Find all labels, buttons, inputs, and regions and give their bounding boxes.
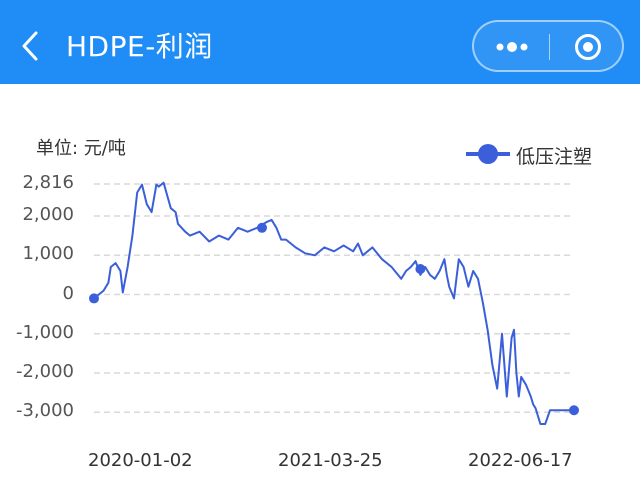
chevron-left-icon — [22, 31, 38, 61]
y-tick-label: 1,000 — [22, 243, 74, 265]
page-title: HDPE-利润 — [66, 30, 213, 63]
mini-program-capsule — [472, 20, 624, 72]
series-point[interactable] — [569, 405, 579, 416]
y-tick-label: -2,000 — [15, 360, 74, 382]
y-tick-label: 0 — [62, 282, 74, 304]
y-tick-label: 2,000 — [22, 204, 74, 226]
unit-label: 单位: 元/吨 — [36, 138, 126, 159]
back-button[interactable] — [14, 28, 50, 64]
close-button[interactable] — [558, 26, 618, 68]
app-header: HDPE-利润 — [0, 0, 640, 84]
legend-label: 低压注塑 — [516, 146, 593, 168]
target-circle-icon — [575, 34, 601, 60]
y-tick-label: -3,000 — [15, 400, 74, 422]
series-line — [93, 181, 574, 425]
x-tick-label: 2020-01-02 — [88, 450, 193, 471]
y-tick-label: 2,816 — [22, 172, 74, 193]
more-dots-icon — [496, 42, 528, 52]
x-tick-label: 2022-06-17 — [468, 450, 573, 471]
more-button[interactable] — [482, 26, 542, 68]
series-point[interactable] — [89, 293, 99, 304]
x-tick-label: 2021-03-25 — [278, 450, 383, 471]
legend-item[interactable]: 低压注塑 — [464, 140, 592, 168]
series-point[interactable] — [415, 263, 426, 274]
series-point[interactable] — [257, 222, 267, 233]
y-tick-label: -1,000 — [15, 321, 74, 343]
legend-line-marker-icon — [466, 144, 510, 164]
capsule-divider — [549, 34, 550, 60]
